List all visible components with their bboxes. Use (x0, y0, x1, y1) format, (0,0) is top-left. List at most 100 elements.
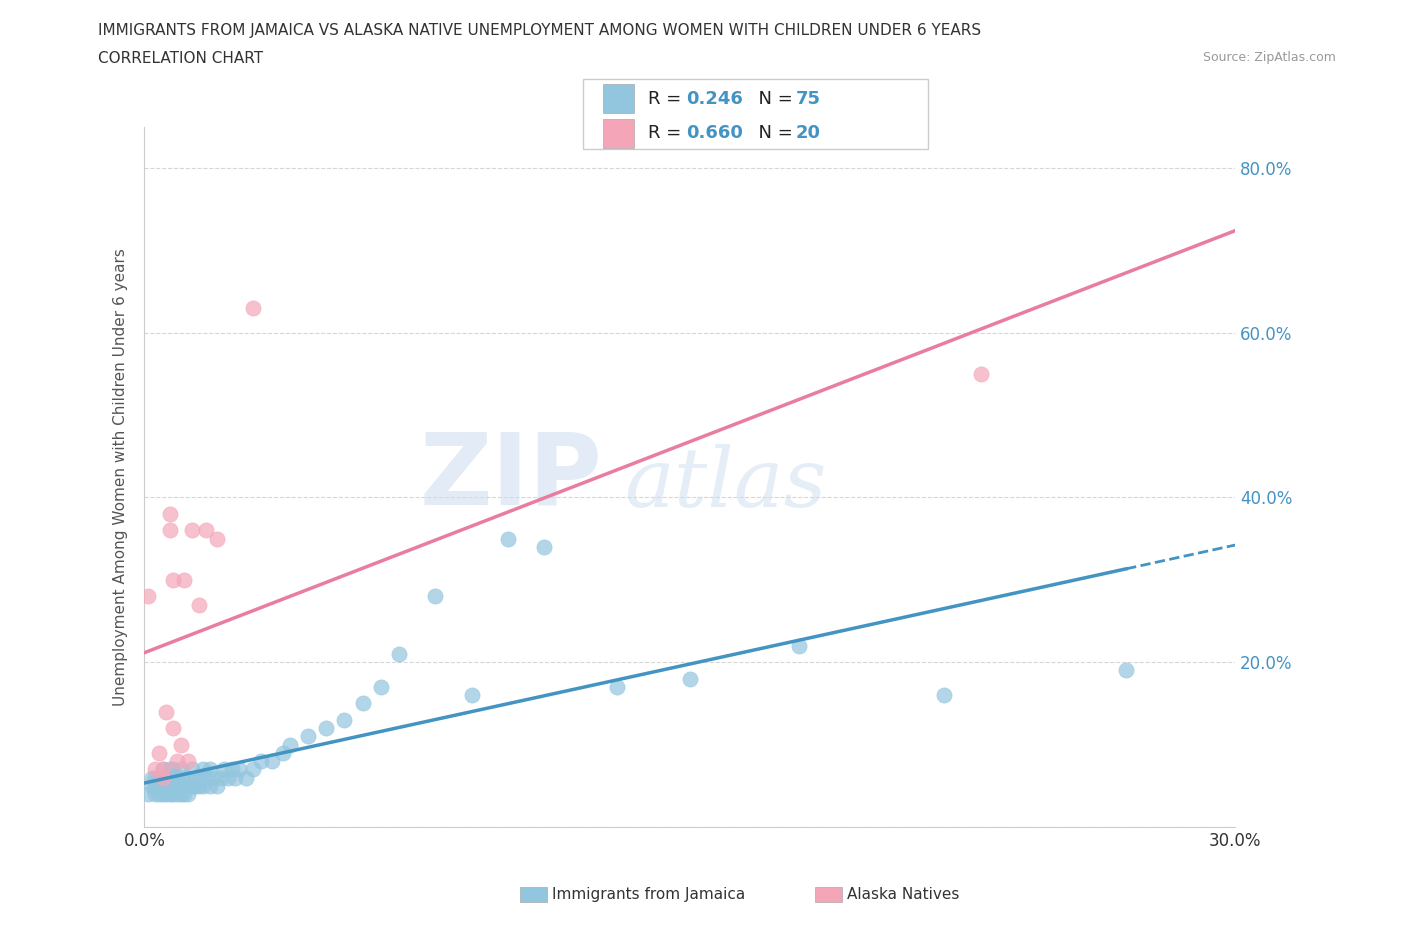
Text: 20: 20 (796, 125, 821, 142)
Text: 75: 75 (796, 89, 821, 108)
Point (235, 770, 257, 785)
Point (166, 753, 188, 768)
Point (352, 696, 374, 711)
Point (177, 770, 200, 785)
Text: 0.660: 0.660 (686, 125, 742, 142)
Point (970, 366, 993, 381)
Point (460, 688, 482, 703)
Point (533, 539, 555, 554)
Point (159, 770, 181, 785)
Point (205, 531, 228, 546)
Point (177, 753, 200, 768)
Point (787, 638, 810, 653)
Point (191, 778, 214, 793)
Point (148, 787, 170, 802)
Point (934, 688, 956, 703)
Point (184, 770, 207, 785)
Point (214, 762, 236, 777)
Text: CORRELATION CHART: CORRELATION CHART (98, 51, 263, 66)
Text: R =: R = (648, 89, 688, 108)
Point (221, 762, 243, 777)
Point (205, 778, 228, 793)
Text: Source: ZipAtlas.com: Source: ZipAtlas.com (1202, 51, 1336, 64)
Point (159, 523, 181, 538)
Point (606, 680, 628, 695)
Point (162, 572, 184, 587)
Point (162, 762, 184, 777)
Point (173, 787, 195, 802)
Point (155, 704, 177, 719)
Text: Alaska Natives: Alaska Natives (846, 887, 959, 902)
Point (202, 770, 225, 785)
Point (425, 589, 447, 604)
Point (224, 770, 246, 785)
Point (159, 787, 181, 802)
Point (187, 770, 209, 785)
Point (195, 770, 218, 785)
Point (166, 770, 188, 785)
Point (278, 737, 301, 752)
Point (198, 778, 221, 793)
Point (333, 712, 356, 727)
Point (195, 523, 218, 538)
Point (170, 778, 193, 793)
Point (143, 787, 166, 802)
Point (152, 762, 174, 777)
Point (170, 737, 193, 752)
Text: atlas: atlas (624, 444, 827, 524)
Text: N =: N = (747, 125, 799, 142)
Point (143, 770, 166, 785)
Point (180, 762, 202, 777)
Point (155, 770, 177, 785)
Point (162, 778, 184, 793)
Point (141, 778, 163, 793)
Text: IMMIGRANTS FROM JAMAICA VS ALASKA NATIVE UNEMPLOYMENT AMONG WOMEN WITH CHILDREN : IMMIGRANTS FROM JAMAICA VS ALASKA NATIVE… (98, 23, 981, 38)
Point (191, 762, 214, 777)
Point (370, 680, 392, 695)
Point (1115, 663, 1137, 678)
Point (180, 778, 202, 793)
Point (136, 589, 159, 604)
Point (315, 721, 337, 736)
Text: ZIP: ZIP (419, 429, 603, 525)
Text: 0.246: 0.246 (686, 89, 742, 108)
Point (148, 746, 170, 761)
Point (173, 770, 195, 785)
Point (297, 729, 319, 744)
Point (136, 787, 159, 802)
Point (152, 787, 174, 802)
Point (141, 770, 163, 785)
Point (143, 778, 166, 793)
Point (159, 762, 181, 777)
Point (148, 778, 170, 793)
Y-axis label: Unemployment Among Women with Children Under 6 years: Unemployment Among Women with Children U… (114, 248, 128, 706)
Point (177, 787, 200, 802)
Point (187, 597, 209, 612)
Point (155, 787, 177, 802)
Point (159, 507, 181, 522)
Point (242, 762, 264, 777)
Point (143, 762, 166, 777)
Text: R =: R = (648, 125, 688, 142)
Point (496, 531, 519, 546)
Point (198, 762, 221, 777)
Point (162, 787, 184, 802)
Point (679, 671, 702, 686)
Point (152, 770, 174, 785)
Point (170, 787, 193, 802)
Point (152, 762, 174, 777)
Point (162, 770, 184, 785)
Point (228, 762, 250, 777)
Text: Immigrants from Jamaica: Immigrants from Jamaica (551, 887, 745, 902)
Point (162, 721, 184, 736)
Text: N =: N = (747, 89, 799, 108)
Point (388, 646, 411, 661)
Point (148, 770, 170, 785)
Point (155, 778, 177, 793)
Point (242, 300, 264, 315)
Point (173, 778, 195, 793)
Point (249, 753, 271, 768)
Point (173, 572, 195, 587)
Point (187, 778, 209, 793)
Point (166, 778, 188, 793)
